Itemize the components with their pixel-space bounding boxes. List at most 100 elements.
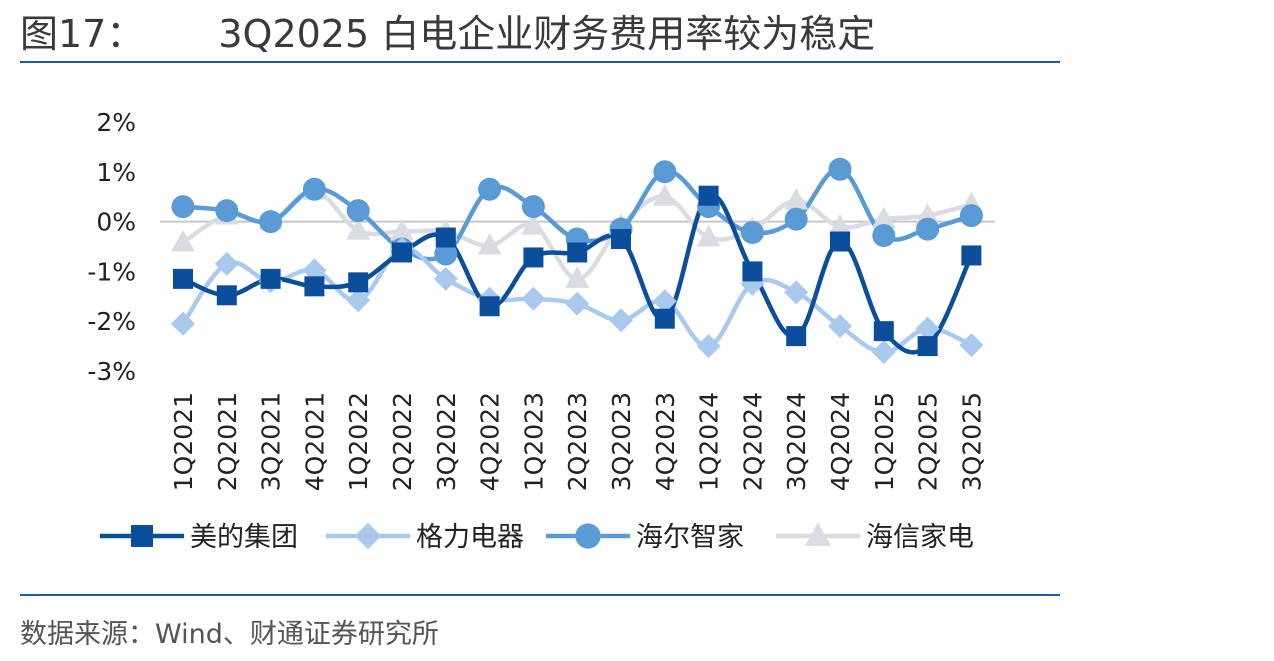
x-tick-label: 2Q2024 <box>738 392 767 491</box>
series-markers <box>171 157 984 365</box>
data-point <box>696 334 721 359</box>
data-point <box>915 203 940 225</box>
x-tick-label: 3Q2025 <box>957 392 986 491</box>
data-point <box>171 311 195 336</box>
data-point <box>567 242 588 263</box>
data-point <box>346 288 371 313</box>
y-tick-label: -1% <box>87 257 136 286</box>
data-point <box>304 276 325 297</box>
data-point <box>915 316 940 341</box>
data-point <box>171 230 195 252</box>
figure-title: 3Q2025 白电企业财务费用率较为稳定 <box>218 11 876 56</box>
data-point <box>828 157 852 181</box>
x-tick-label: 1Q2023 <box>519 392 548 491</box>
x-tick-label: 1Q2024 <box>695 392 724 491</box>
data-point <box>260 268 281 289</box>
data-point <box>346 218 371 240</box>
x-tick-label: 2Q2025 <box>914 392 943 491</box>
x-tick-label: 1Q2025 <box>870 392 899 491</box>
title-divider <box>20 61 1060 63</box>
data-point <box>477 233 502 255</box>
data-point <box>652 184 677 206</box>
data-point <box>961 245 982 266</box>
data-point <box>171 195 195 219</box>
legend-label: 海信家电 <box>866 522 974 553</box>
data-point <box>784 280 809 305</box>
data-point <box>259 210 283 234</box>
y-tick-label: -2% <box>87 307 136 336</box>
data-point <box>654 308 675 329</box>
chart-title: 图17： 3Q2025 白电企业财务费用率较为稳定 <box>20 4 875 56</box>
data-point <box>873 321 894 342</box>
x-tick-label: 4Q2022 <box>476 392 505 491</box>
legend-swatch-marker <box>131 525 153 547</box>
data-point <box>611 229 631 250</box>
data-point <box>173 268 193 289</box>
data-point <box>390 219 414 241</box>
data-point <box>871 206 896 229</box>
x-tick-label: 4Q2024 <box>826 392 855 491</box>
data-point <box>214 251 239 276</box>
y-axis-ticks: 2% 1% 0% -1% -2% -3% <box>87 108 136 386</box>
data-point <box>215 199 239 223</box>
data-point <box>609 308 633 333</box>
data-point <box>653 160 677 184</box>
figure-label: 图17： <box>20 11 145 56</box>
x-tick-label: 1Q2021 <box>169 392 198 491</box>
data-point <box>521 195 545 219</box>
data-point <box>392 242 412 263</box>
x-axis-ticks: 1Q2021 2Q2021 3Q2021 4Q2021 1Q2022 2Q2022 3Q20… <box>169 392 986 491</box>
x-tick-label: 4Q2023 <box>651 392 680 491</box>
data-point <box>652 289 677 314</box>
legend-item: 海尔智家 <box>546 522 744 553</box>
data-point <box>521 286 546 311</box>
data-point <box>959 204 983 228</box>
data-point <box>523 247 544 268</box>
x-tick-label: 1Q2022 <box>344 392 373 491</box>
data-point <box>698 185 719 206</box>
data-point <box>959 333 984 358</box>
x-tick-label: 2Q2023 <box>563 392 592 491</box>
series-1-markers <box>173 185 982 357</box>
legend-item: 美的集团 <box>100 522 298 553</box>
data-source-note: 数据来源：Wind、财通证券研究所 <box>20 619 439 650</box>
x-tick-label: 4Q2021 <box>300 392 329 491</box>
data-point <box>828 214 852 236</box>
legend-label: 格力电器 <box>416 522 524 553</box>
data-point <box>478 177 502 201</box>
data-point <box>742 261 763 282</box>
legend-swatch-marker <box>575 523 601 549</box>
x-tick-label: 3Q2022 <box>432 392 461 491</box>
data-point <box>565 291 590 316</box>
data-point <box>565 266 590 288</box>
y-tick-label: 0% <box>96 208 136 237</box>
data-point <box>828 314 852 339</box>
data-point <box>348 272 369 293</box>
data-point <box>433 266 458 291</box>
y-tick-label: 1% <box>96 158 136 187</box>
y-tick-label: 2% <box>96 108 136 137</box>
legend-label: 美的集团 <box>190 522 298 553</box>
data-point <box>917 336 938 357</box>
x-tick-label: 2Q2021 <box>213 392 242 491</box>
data-point <box>435 227 456 248</box>
data-point <box>740 221 764 245</box>
data-point <box>346 199 370 223</box>
data-point <box>784 207 808 231</box>
data-point <box>830 231 850 252</box>
x-tick-label: 3Q2023 <box>607 392 636 491</box>
chart-legend: 美的集团 格力电器 海尔智家 海信家电 <box>100 522 974 553</box>
data-point <box>871 340 896 365</box>
data-point <box>216 285 237 306</box>
legend-swatch-marker <box>354 522 382 550</box>
legend-item: 格力电器 <box>326 522 524 553</box>
data-point <box>872 224 896 248</box>
data-point <box>784 188 809 210</box>
x-tick-label: 3Q2024 <box>782 392 811 491</box>
footer-divider <box>20 594 1060 596</box>
data-point <box>916 217 940 241</box>
data-point <box>479 296 500 317</box>
data-point <box>434 242 458 266</box>
data-point <box>786 326 807 347</box>
